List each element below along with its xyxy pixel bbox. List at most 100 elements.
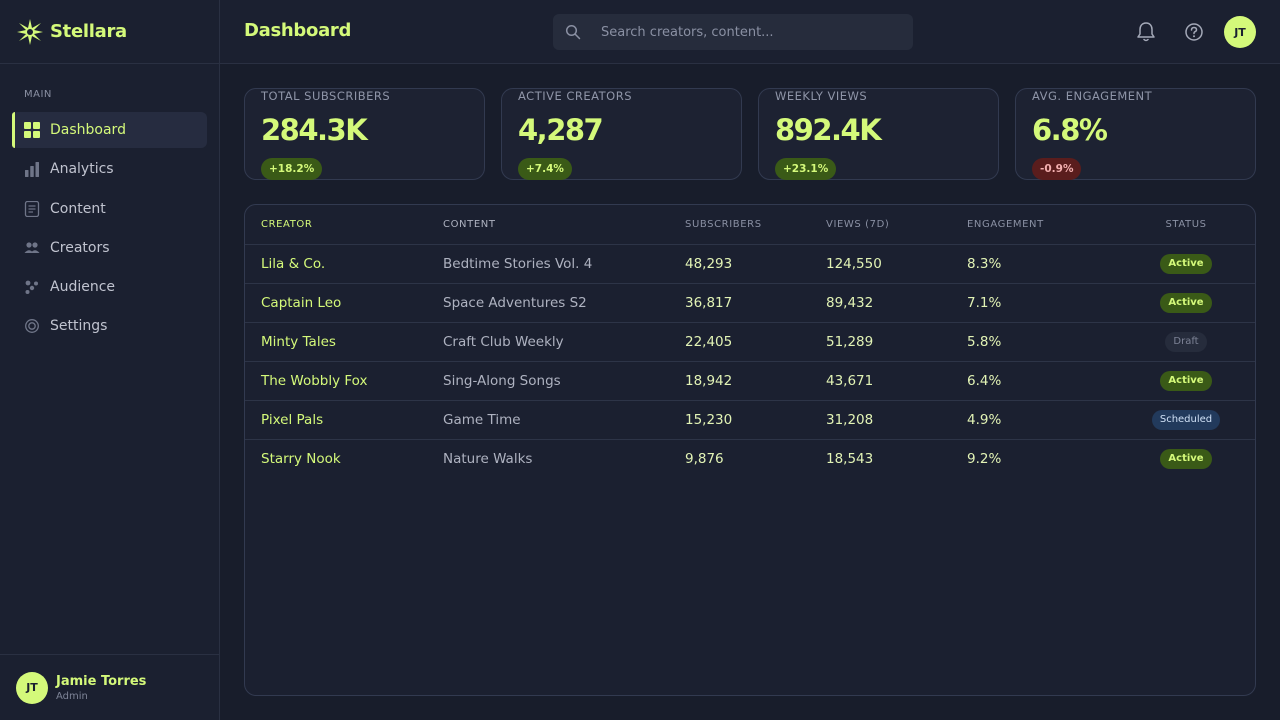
stat-label: ACTIVE CREATORS [518,89,633,103]
status-badge: Active [1160,253,1212,274]
creators-table-panel: CREATOR CONTENT SUBSCRIBERS VIEWS (7D) E… [244,204,1256,696]
engagement-value: 5.8% [967,322,1117,362]
column-header-views[interactable]: VIEWS (7D) [826,205,967,245]
avatar: JT [16,671,48,704]
views-value: 43,671 [826,361,967,401]
sidebar-item-label: Creators [50,239,110,256]
stat-change-badge: -0.9% [1032,158,1082,180]
target-icon [24,318,40,334]
creator-name[interactable]: The Wobbly Fox [245,361,443,401]
nav-section-label: MAIN [24,89,52,100]
creator-name[interactable]: Minty Tales [245,322,443,362]
stat-change-badge: +7.4% [518,158,572,180]
views-value: 51,289 [826,322,967,362]
column-header-subscribers[interactable]: SUBSCRIBERS [685,205,826,245]
creator-name[interactable]: Lila & Co. [245,244,443,284]
table-row[interactable]: Starry Nook Nature Walks 9,876 18,543 9.… [245,439,1255,478]
brand[interactable]: Stellara [0,0,219,64]
content-title: Sing-Along Songs [443,361,685,401]
brand-name: Stellara [50,21,127,42]
sidebar-item-audience[interactable]: Audience [12,269,207,305]
stat-value: 892.4K [775,113,882,147]
content-title: Craft Club Weekly [443,322,685,362]
dots-cluster-icon [24,279,40,295]
content-title: Bedtime Stories Vol. 4 [443,244,685,284]
star-burst-icon [16,18,44,46]
sidebar-item-creators[interactable]: Creators [12,230,207,266]
content-title: Space Adventures S2 [443,283,685,323]
bar-chart-icon [24,161,40,178]
sidebar-item-label: Audience [50,279,116,296]
search-input[interactable] [601,24,901,40]
table-row[interactable]: Lila & Co. Bedtime Stories Vol. 4 48,293… [245,244,1255,284]
content-title: Nature Walks [443,450,533,467]
column-header-content[interactable]: CONTENT [443,205,685,245]
user-name: Jamie Torres [56,673,147,689]
stat-value: 4,287 [518,113,604,147]
engagement-value: 7.1% [967,283,1117,323]
subscribers-value: 9,876 [685,450,724,467]
status-badge: Active [1160,448,1212,469]
engagement-value: 8.3% [967,244,1117,284]
views-value: 18,543 [826,450,874,467]
table-row[interactable]: Pixel Pals Game Time 15,230 31,208 4.9% … [245,400,1255,440]
table-row[interactable]: The Wobbly Fox Sing-Along Songs 18,942 4… [245,361,1255,401]
people-icon [24,240,40,256]
status-badge: Active [1160,370,1212,391]
subscribers-value: 15,230 [685,400,826,440]
grid-icon [24,122,40,138]
engagement-value: 4.9% [967,400,1117,440]
views-value: 124,550 [826,244,967,284]
sidebar-item-label: Content [50,200,106,217]
main-nav: Dashboard Analytics Content Creators Aud… [12,112,207,348]
table-header-row: CREATOR CONTENT SUBSCRIBERS VIEWS (7D) E… [245,205,1255,245]
sidebar-item-label: Analytics [50,161,114,178]
engagement-value: 9.2% [967,450,1002,467]
page-title: Dashboard [244,20,352,41]
table-row[interactable]: Captain Leo Space Adventures S2 36,817 8… [245,283,1255,323]
search-bar[interactable] [553,14,913,50]
table-row[interactable]: Minty Tales Craft Club Weekly 22,405 51,… [245,322,1255,362]
top-header: Dashboard JT [220,0,1280,64]
header-avatar[interactable]: JT [1224,16,1256,48]
sidebar-item-dashboard[interactable]: Dashboard [12,112,207,148]
stat-label: WEEKLY VIEWS [775,89,868,103]
column-header-status[interactable]: STATUS [1117,205,1255,245]
subscribers-value: 36,817 [685,283,826,323]
sidebar-item-label: Dashboard [50,122,126,138]
sidebar-item-settings[interactable]: Settings [12,308,207,344]
column-header-creator[interactable]: CREATOR [245,205,443,245]
status-badge: Active [1160,292,1212,313]
views-value: 89,432 [826,283,967,323]
bell-icon[interactable] [1134,20,1158,44]
stat-card-creators: ACTIVE CREATORS 4,287 +7.4% [501,88,742,180]
stat-card-engagement: AVG. ENGAGEMENT 6.8% -0.9% [1015,88,1256,180]
stat-change-badge: +18.2% [261,158,323,180]
user-role: Admin [56,690,88,702]
sidebar-item-analytics[interactable]: Analytics [12,151,207,187]
sidebar-item-label: Settings [50,318,108,335]
status-badge: Scheduled [1151,409,1221,430]
content-title: Game Time [443,400,685,440]
stat-value: 284.3K [261,113,368,147]
creator-name[interactable]: Starry Nook [261,450,341,467]
stat-card-subscribers: TOTAL SUBSCRIBERS 284.3K +18.2% [244,88,485,180]
subscribers-value: 18,942 [685,361,826,401]
status-badge: Draft [1165,331,1207,352]
subscribers-value: 22,405 [685,322,826,362]
stat-label: TOTAL SUBSCRIBERS [261,89,391,103]
stats-cards: TOTAL SUBSCRIBERS 284.3K +18.2% ACTIVE C… [244,88,1256,180]
search-icon [565,24,581,40]
views-value: 31,208 [826,400,967,440]
column-header-engagement[interactable]: ENGAGEMENT [967,205,1117,245]
subscribers-value: 48,293 [685,244,826,284]
user-profile[interactable]: JT Jamie Torres Admin [0,654,219,720]
stat-label: AVG. ENGAGEMENT [1032,89,1153,103]
creator-name[interactable]: Captain Leo [245,283,443,323]
creator-name[interactable]: Pixel Pals [245,400,443,440]
help-icon[interactable] [1182,20,1206,44]
sidebar: Stellara MAIN Dashboard Analytics Conten… [0,0,220,720]
sidebar-item-content[interactable]: Content [12,191,207,227]
engagement-value: 6.4% [967,361,1117,401]
document-icon [24,200,40,217]
